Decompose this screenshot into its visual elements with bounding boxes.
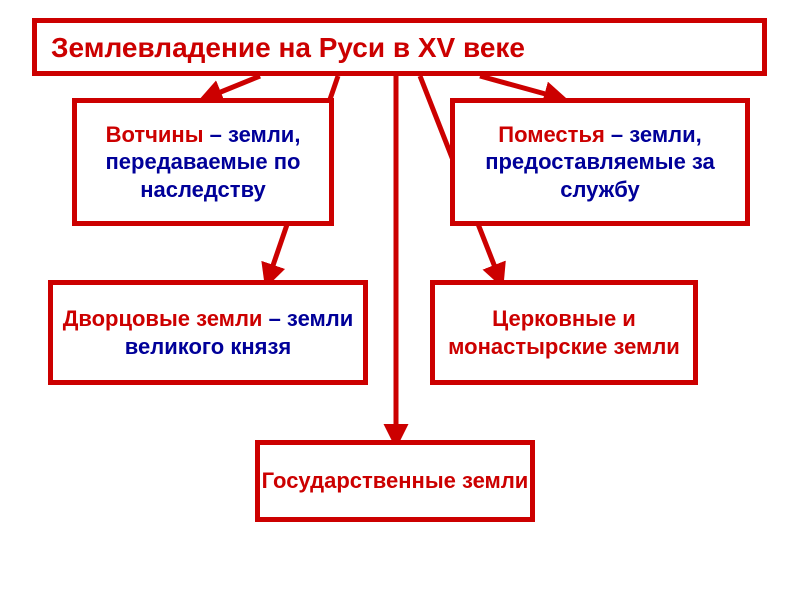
node-gosudarstvennye-text: Государственные земли — [262, 467, 529, 495]
node-votchiny: Вотчины – земли, передаваемые по наследс… — [72, 98, 334, 226]
title-text: Землевладение на Руси в XV веке — [51, 30, 525, 65]
node-tserkovnye: Церковные и монастырские земли — [430, 280, 698, 385]
node-pomestya-text: Поместья – земли, предоставляемые за слу… — [455, 121, 745, 204]
node-votchiny-text: Вотчины – земли, передаваемые по наследс… — [77, 121, 329, 204]
node-tserkovnye-text: Церковные и монастырские земли — [435, 305, 693, 360]
title-box: Землевладение на Руси в XV веке — [32, 18, 767, 76]
node-gosudarstvennye: Государственные земли — [255, 440, 535, 522]
node-pomestya: Поместья – земли, предоставляемые за слу… — [450, 98, 750, 226]
node-dvortsovye-text: Дворцовые земли – земли великого князя — [53, 305, 363, 360]
node-dvortsovye: Дворцовые земли – земли великого князя — [48, 280, 368, 385]
